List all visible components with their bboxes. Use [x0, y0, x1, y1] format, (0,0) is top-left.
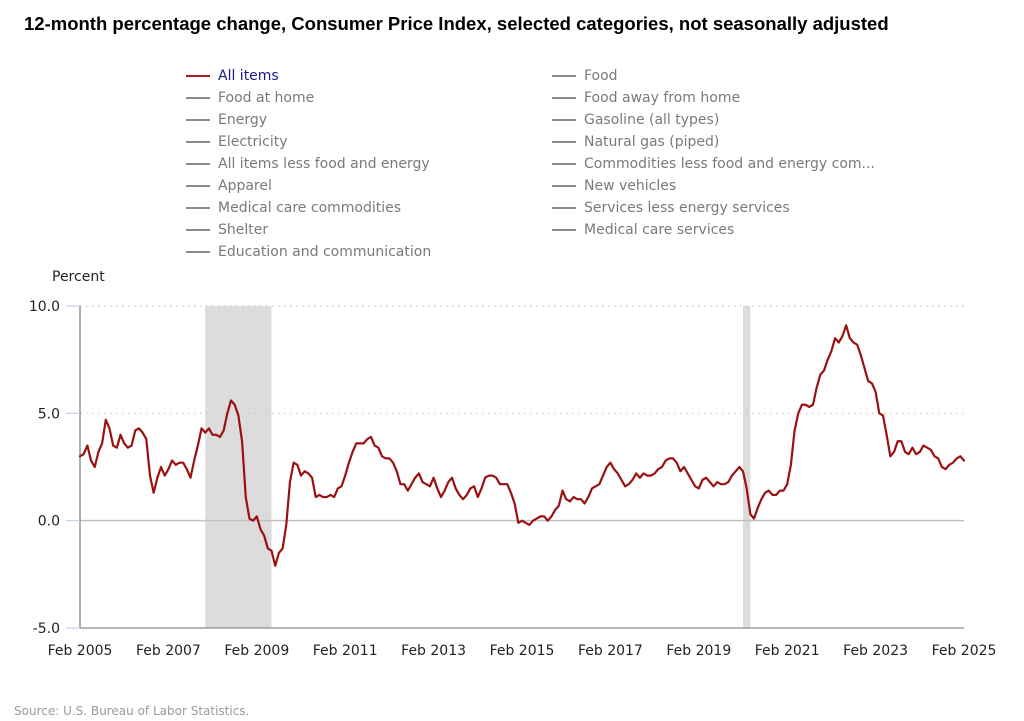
legend-line-icon — [552, 185, 576, 187]
legend-label: Natural gas (piped) — [584, 134, 720, 150]
x-tick-label: Feb 2021 — [755, 643, 820, 659]
legend-item[interactable]: Shelter — [186, 219, 268, 241]
x-tick-label: Feb 2009 — [224, 643, 289, 659]
recession-band — [205, 306, 272, 628]
legend-item[interactable]: Energy — [186, 109, 267, 131]
legend-label: Food at home — [218, 90, 315, 106]
legend-label: Electricity — [218, 134, 288, 150]
legend-line-icon — [552, 141, 576, 143]
legend-label: Energy — [218, 112, 268, 128]
legend-item[interactable]: Commodities less food and energy com... — [552, 153, 875, 175]
x-tick-label: Feb 2007 — [136, 643, 201, 659]
legend-line-icon — [552, 163, 576, 165]
legend-label: Gasoline (all types) — [584, 112, 720, 128]
legend-label: New vehicles — [584, 178, 677, 194]
legend-item[interactable]: Education and communication — [186, 241, 431, 263]
legend-label: Medical care services — [584, 222, 735, 238]
legend-line-icon — [552, 97, 576, 99]
y-tick-label: 5.0 — [38, 406, 60, 422]
legend-item[interactable]: Food away from home — [552, 87, 740, 109]
y-axis-ticks: 10.0 5.0 0.0 -5.0 — [29, 299, 80, 637]
legend-item[interactable]: New vehicles — [552, 175, 676, 197]
axes — [79, 306, 964, 629]
legend-line-icon — [186, 97, 210, 99]
legend-line-icon — [186, 141, 210, 143]
x-tick-label: Feb 2015 — [490, 643, 555, 659]
series-line-all-items — [78, 324, 966, 567]
x-tick-label: Feb 2011 — [313, 643, 378, 659]
x-tick-label: Feb 2023 — [843, 643, 908, 659]
x-tick-label: Feb 2017 — [578, 643, 643, 659]
chart-title: 12-month percentage change, Consumer Pri… — [24, 13, 889, 34]
legend-item[interactable]: Apparel — [186, 175, 272, 197]
legend-item[interactable]: Services less energy services — [552, 197, 790, 219]
legend-label: Food — [584, 68, 618, 84]
legend-item[interactable]: All items — [186, 65, 279, 87]
legend-line-icon — [552, 75, 576, 77]
legend-item[interactable]: Food at home — [186, 87, 314, 109]
y-axis-label: Percent — [52, 269, 105, 285]
legend-line-icon — [552, 229, 576, 231]
x-tick-label: Feb 2013 — [401, 643, 466, 659]
legend-line-icon — [552, 207, 576, 209]
legend-label: Education and communication — [218, 244, 432, 260]
legend-item[interactable]: Gasoline (all types) — [552, 109, 719, 131]
legend-line-icon — [186, 229, 210, 231]
legend-label: Medical care commodities — [218, 200, 402, 216]
source-note: Source: U.S. Bureau of Labor Statistics. — [14, 704, 250, 718]
legend-item[interactable]: Natural gas (piped) — [552, 131, 719, 153]
legend-item[interactable]: All items less food and energy — [186, 153, 430, 175]
x-tick-label: Feb 2005 — [48, 643, 113, 659]
legend-label: Apparel — [218, 178, 272, 194]
x-tick-label: Feb 2025 — [932, 643, 997, 659]
legend-item[interactable]: Medical care services — [552, 219, 734, 241]
legend-label: Commodities less food and energy com... — [584, 156, 875, 172]
legend-line-icon — [186, 185, 210, 187]
legend-line-icon — [186, 119, 210, 121]
legend-line-icon — [186, 163, 210, 165]
recession-shading-group — [205, 306, 751, 628]
x-tick-label: Feb 2019 — [666, 643, 731, 659]
legend-label: All items — [218, 68, 279, 84]
y-tick-label: -5.0 — [33, 621, 60, 637]
legend-label: All items less food and energy — [218, 156, 430, 172]
legend-item[interactable]: Food — [552, 65, 618, 87]
legend-label: Services less energy services — [584, 200, 790, 216]
legend-label: Food away from home — [584, 90, 741, 106]
x-axis-ticks: Feb 2005 Feb 2007 Feb 2009 Feb 2011 Feb 2013… — [48, 643, 997, 659]
recession-band — [743, 306, 751, 628]
legend-line-icon — [186, 251, 210, 253]
series-group — [78, 324, 966, 567]
legend-item[interactable]: Medical care commodities — [186, 197, 401, 219]
y-tick-label: 0.0 — [38, 514, 60, 530]
legend-line-icon — [186, 75, 210, 77]
legend-line-icon — [552, 119, 576, 121]
y-tick-label: 10.0 — [29, 299, 60, 315]
legend-line-icon — [186, 207, 210, 209]
legend-item[interactable]: Electricity — [186, 131, 288, 153]
legend-label: Shelter — [218, 222, 269, 238]
